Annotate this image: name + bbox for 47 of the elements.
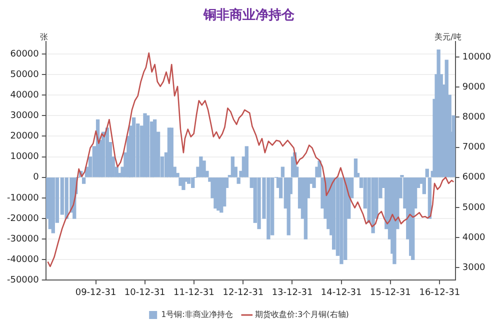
bar: [371, 178, 375, 234]
y-tick-label: -20000: [6, 214, 40, 224]
y2-axis-title: 美元/吨: [434, 32, 462, 42]
y-tick-label: 60000: [10, 49, 40, 60]
x-tick-label: 15-12-31: [370, 288, 411, 298]
y-tick-label: -40000: [6, 254, 40, 265]
y2-tick-label: 7000: [462, 142, 486, 153]
legend-label: 期货收盘价:3个月铜(右轴): [254, 310, 349, 320]
bar: [152, 119, 157, 178]
chart-title: 铜非商业净持仓: [202, 7, 296, 24]
y-tick-label: 40000: [10, 90, 40, 100]
bar: [170, 128, 174, 178]
y-tick-label: 20000: [10, 132, 40, 142]
x-tick-label: 11-12-31: [174, 288, 214, 298]
x-tick-label: 09-12-31: [75, 288, 116, 298]
y2-tick-label: 3000: [462, 263, 486, 274]
y2-tick-label: 8000: [462, 112, 486, 123]
y-tick-label: 0: [33, 172, 40, 183]
bar: [191, 178, 195, 188]
bar: [132, 117, 136, 178]
y2-tick-label: 10000: [462, 52, 492, 62]
x-tick-label: 16-12-31: [419, 288, 460, 298]
y2-tick-label: 4000: [462, 232, 486, 243]
bar: [344, 178, 348, 260]
bar: [202, 160, 206, 178]
bar: [146, 115, 150, 178]
bar: [51, 178, 55, 234]
y2-tick-label: 9000: [462, 82, 486, 92]
y-axis-title: 张: [40, 32, 48, 42]
y-tick-label: 30000: [10, 110, 40, 121]
legend-label: 1号铜:非商业净持仓: [161, 310, 233, 320]
y2-tick-label: 6000: [462, 172, 486, 183]
y-tick-label: 10000: [10, 152, 40, 162]
y-tick-label: 50000: [10, 70, 40, 80]
bar: [392, 178, 396, 264]
y2-tick-label: 5000: [462, 202, 486, 213]
bar: [64, 178, 68, 219]
x-tick-label: 13-12-31: [272, 288, 313, 298]
y-tick-label: -10000: [6, 193, 40, 204]
x-tick-label: 12-12-31: [222, 288, 264, 298]
y-tick-label: -30000: [6, 234, 40, 244]
bar: [244, 146, 248, 178]
y-tick-label: -50000: [6, 276, 40, 286]
bar: [270, 178, 274, 236]
bar: [340, 178, 344, 264]
x-tick-label: 14-12-31: [320, 288, 362, 298]
x-tick-label: 10-12-31: [124, 288, 166, 298]
